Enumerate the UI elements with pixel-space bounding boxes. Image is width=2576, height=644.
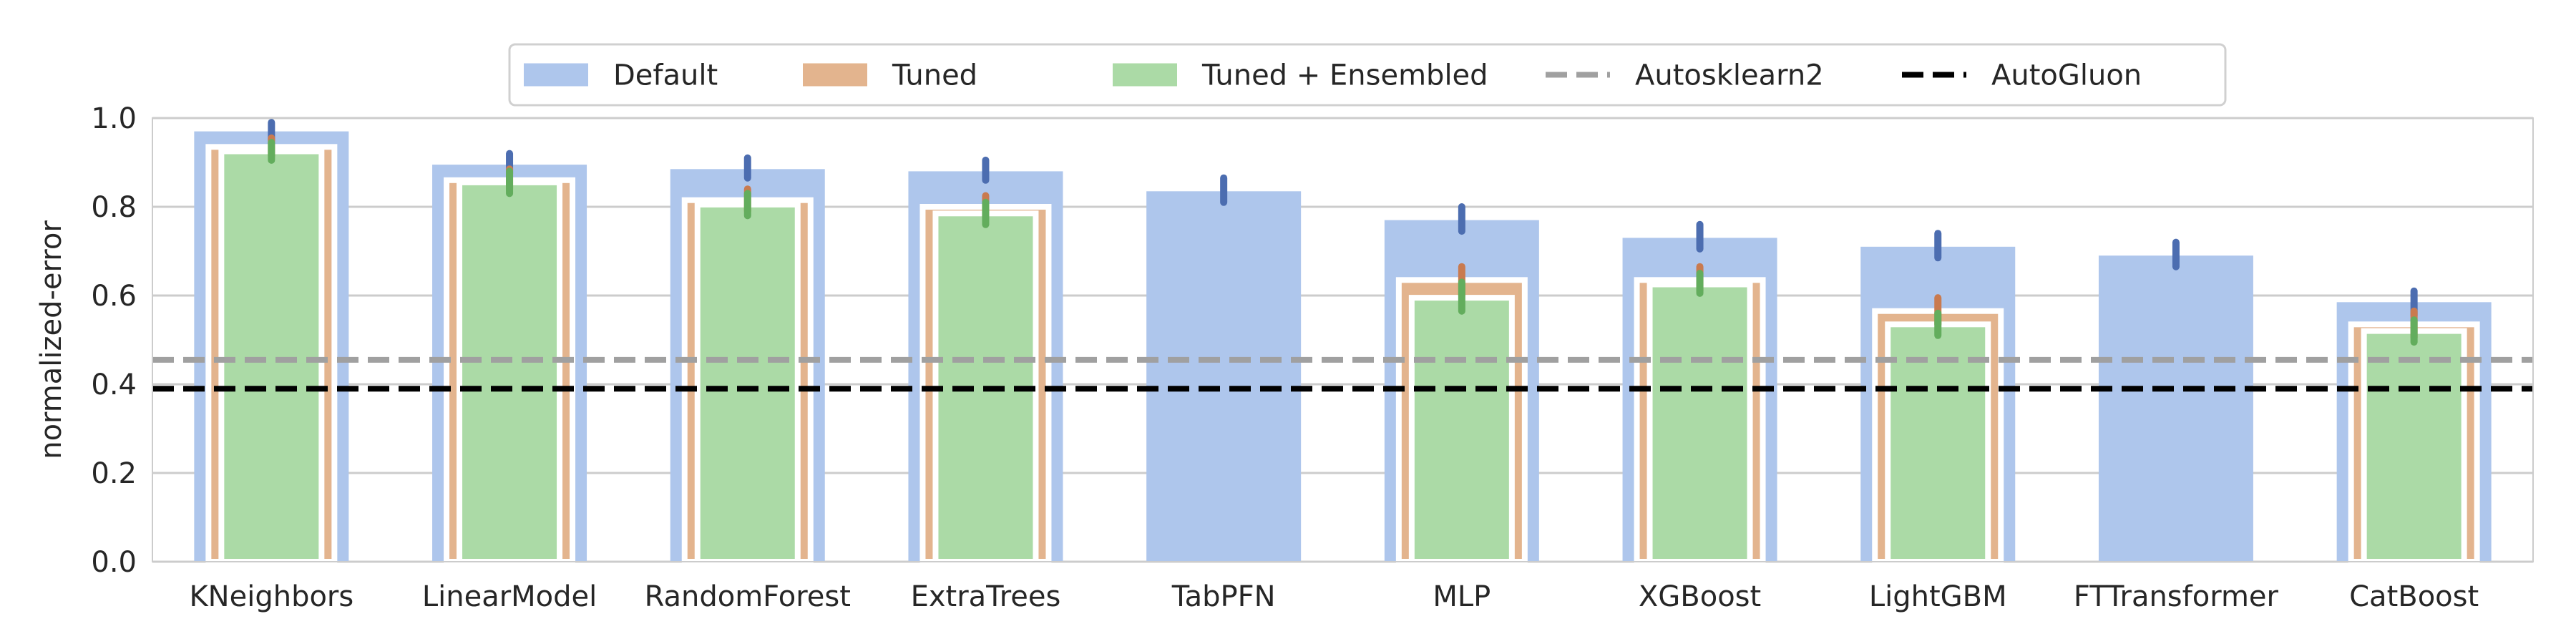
legend-label: Tuned (892, 59, 977, 92)
legend-swatch (1113, 63, 1177, 87)
legend-swatch (803, 63, 867, 87)
plot-frame (152, 117, 2534, 562)
reference-lines (152, 356, 2533, 392)
x-tick-labels: KNeighbors LinearModel RandomForest ExtraTr… (189, 580, 2479, 613)
y-tick-label: 0.4 (91, 369, 137, 401)
bar-tuned-ensembled (218, 148, 325, 565)
y-tick-label: 0.2 (91, 457, 137, 490)
bar-default (2098, 255, 2253, 562)
bar-tuned-ensembled (457, 179, 563, 565)
legend-label: AutoGluon (1991, 59, 2142, 92)
legend: Default Tuned Tuned + Ensembled Autosklearn… (508, 43, 2227, 107)
legend-swatch (524, 63, 588, 87)
bars (194, 119, 2492, 565)
x-tick-label: KNeighbors (189, 580, 353, 613)
y-axis-label: normalized-error (35, 220, 68, 459)
x-tick-label: RandomForest (645, 580, 851, 613)
x-tick-label: LinearModel (422, 580, 597, 613)
bar-tuned-ensembled (2361, 328, 2467, 565)
y-tick-label: 0.0 (91, 546, 137, 579)
bar-tuned-ensembled (1408, 295, 1515, 565)
y-tick-labels: 0.0 0.2 0.4 0.6 0.8 1.0 (91, 102, 137, 579)
x-tick-label: CatBoost (2349, 580, 2479, 613)
x-tick-label: TabPFN (1171, 580, 1276, 613)
bar-tuned-ensembled (694, 201, 801, 565)
legend-box (508, 43, 2227, 107)
y-tick-label: 1.0 (91, 102, 137, 135)
x-tick-label: XGBoost (1639, 580, 1761, 613)
x-tick-label: MLP (1433, 580, 1491, 613)
legend-label: Default (613, 59, 718, 92)
legend-label: Tuned + Ensembled (1201, 59, 1488, 92)
bar-tuned-ensembled (1885, 321, 1991, 565)
x-tick-label: LightGBM (1869, 580, 2007, 613)
y-tick-label: 0.8 (91, 191, 137, 224)
legend-label: Autosklearn2 (1635, 59, 1824, 92)
y-tick-label: 0.6 (91, 280, 137, 313)
x-tick-label: ExtraTrees (911, 580, 1061, 613)
bar-tuned-ensembled (1646, 281, 1753, 565)
x-tick-label: FTTransformer (2074, 580, 2279, 613)
bar-default (1146, 191, 1302, 562)
